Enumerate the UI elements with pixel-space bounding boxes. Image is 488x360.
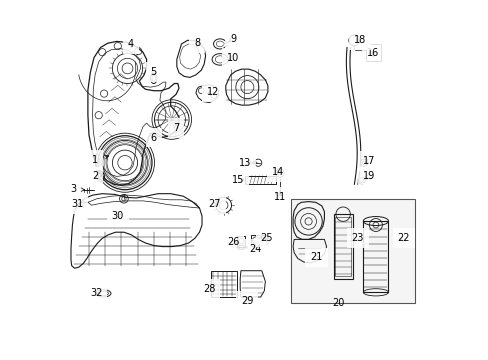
Bar xyxy=(333,214,352,279)
Text: 11: 11 xyxy=(273,192,285,202)
Text: 27: 27 xyxy=(208,199,221,210)
Text: 14: 14 xyxy=(271,167,283,177)
Text: 17: 17 xyxy=(362,156,374,166)
Text: 13: 13 xyxy=(239,158,251,168)
Bar xyxy=(335,217,350,276)
Text: 12: 12 xyxy=(206,87,219,97)
Text: 22: 22 xyxy=(397,233,409,243)
Bar xyxy=(250,235,261,246)
Bar xyxy=(237,236,244,247)
Text: 30: 30 xyxy=(111,211,123,221)
Text: 29: 29 xyxy=(241,296,253,306)
Text: 21: 21 xyxy=(310,252,322,262)
Text: 20: 20 xyxy=(332,298,345,308)
Text: 8: 8 xyxy=(194,38,200,48)
Text: 16: 16 xyxy=(366,48,379,58)
Text: 24: 24 xyxy=(248,244,261,254)
Text: 2: 2 xyxy=(92,171,103,181)
Text: 10: 10 xyxy=(226,53,239,63)
Text: 19: 19 xyxy=(362,171,374,181)
Text: 18: 18 xyxy=(354,35,366,45)
Bar xyxy=(363,221,387,292)
Bar xyxy=(290,199,414,303)
Text: 9: 9 xyxy=(228,34,236,44)
Text: 5: 5 xyxy=(150,67,157,77)
Bar xyxy=(211,271,236,297)
Text: 7: 7 xyxy=(173,123,179,133)
Text: 1: 1 xyxy=(92,155,108,165)
Text: 23: 23 xyxy=(351,233,364,243)
Text: 26: 26 xyxy=(226,237,239,247)
Text: 32: 32 xyxy=(90,288,102,298)
Bar xyxy=(366,44,380,61)
Text: 31: 31 xyxy=(71,199,83,210)
Text: 4: 4 xyxy=(128,39,134,49)
Text: 6: 6 xyxy=(150,132,157,143)
Text: 28: 28 xyxy=(203,284,215,294)
Text: 25: 25 xyxy=(260,233,272,243)
Text: 3: 3 xyxy=(70,184,84,194)
Text: 15: 15 xyxy=(231,175,244,185)
Bar xyxy=(244,176,275,184)
